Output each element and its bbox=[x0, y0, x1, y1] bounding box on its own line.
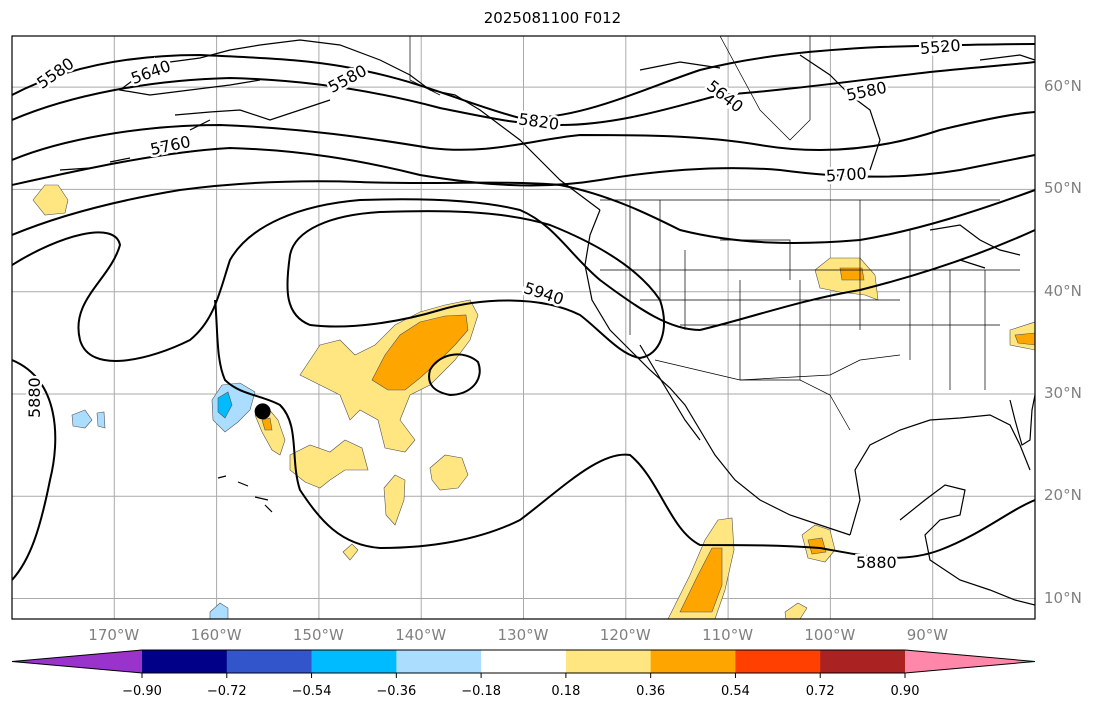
colorbar-extend-max bbox=[905, 650, 1035, 673]
colorbar-segment bbox=[311, 650, 397, 673]
colorbar-segment bbox=[735, 650, 821, 673]
shading-positive bbox=[32, 184, 1035, 619]
longitude-label: 120°W bbox=[599, 626, 651, 644]
location-marker bbox=[254, 403, 271, 420]
shade-area bbox=[839, 267, 865, 281]
colorbar bbox=[11, 649, 1036, 678]
height-contours bbox=[12, 43, 1035, 581]
colorbar-tick-label: 0.54 bbox=[720, 684, 750, 699]
colorbar-tick-label: 0.72 bbox=[805, 684, 835, 699]
shade-area bbox=[342, 543, 359, 561]
contour-label: 5760 bbox=[148, 132, 192, 159]
map-title: 2025081100 F012 bbox=[483, 9, 622, 27]
shade-area bbox=[1014, 332, 1035, 346]
colorbar-segment bbox=[226, 650, 313, 673]
colorbar-tick-label: −0.90 bbox=[122, 684, 162, 699]
colorbar-tick-label: 0.36 bbox=[636, 684, 666, 699]
shade-area bbox=[784, 602, 808, 619]
latitude-label: 50°N bbox=[1044, 179, 1082, 198]
contour-label: 5700 bbox=[825, 164, 867, 186]
shade-area bbox=[679, 547, 723, 613]
longitude-label: 100°W bbox=[804, 626, 856, 644]
shade-area bbox=[429, 454, 469, 491]
longitude-label: 110°W bbox=[702, 626, 754, 644]
latitude-label: 40°N bbox=[1044, 281, 1082, 300]
longitude-label: 160°W bbox=[190, 626, 242, 644]
longitude-label: 90°W bbox=[906, 626, 949, 644]
colorbar-tick-label: −0.54 bbox=[291, 684, 332, 699]
shade-area bbox=[371, 314, 469, 391]
latitude-label: 10°N bbox=[1044, 588, 1082, 607]
colorbar-segment bbox=[481, 650, 567, 673]
colorbar-segment bbox=[142, 650, 228, 673]
shade-area bbox=[383, 474, 406, 526]
contour-label: 5640 bbox=[703, 76, 747, 116]
shade-area bbox=[217, 391, 233, 419]
longitude-label: 170°W bbox=[88, 626, 140, 644]
colorbar-extend-min bbox=[12, 650, 142, 673]
longitude-label: 130°W bbox=[497, 626, 549, 644]
shade-area bbox=[261, 417, 273, 431]
contour-label: 5880 bbox=[856, 553, 897, 572]
colorbar-tick-label: −0.18 bbox=[461, 684, 502, 699]
shade-area bbox=[32, 184, 69, 216]
map-frame bbox=[11, 35, 1036, 620]
colorbar-tick-label: −0.72 bbox=[206, 684, 247, 699]
latitude-label: 30°N bbox=[1044, 383, 1082, 402]
latitude-label: 60°N bbox=[1044, 77, 1082, 96]
shade-area bbox=[209, 602, 229, 619]
colorbar-segment bbox=[650, 650, 736, 673]
contour-label: 5520 bbox=[919, 36, 961, 58]
colorbar-segment bbox=[565, 650, 652, 673]
colorbar-segment bbox=[820, 650, 906, 673]
latitude-label: 20°N bbox=[1044, 486, 1082, 505]
colorbar-tick-label: 0.90 bbox=[890, 684, 920, 699]
shade-area bbox=[289, 439, 369, 489]
coastlines bbox=[59, 39, 1035, 606]
longitude-label: 140°W bbox=[395, 626, 447, 644]
shade-area bbox=[71, 409, 93, 429]
shade-area bbox=[807, 537, 827, 555]
colorbar-tick-label: −0.36 bbox=[376, 684, 417, 699]
political-borders bbox=[409, 36, 1020, 431]
longitude-label: 150°W bbox=[292, 626, 344, 644]
colorbar-tick-label: 0.18 bbox=[551, 684, 581, 699]
shade-area bbox=[96, 411, 106, 429]
shading-negative bbox=[71, 382, 256, 619]
contour-label: 5880 bbox=[25, 377, 44, 418]
colorbar-segment bbox=[396, 650, 482, 673]
